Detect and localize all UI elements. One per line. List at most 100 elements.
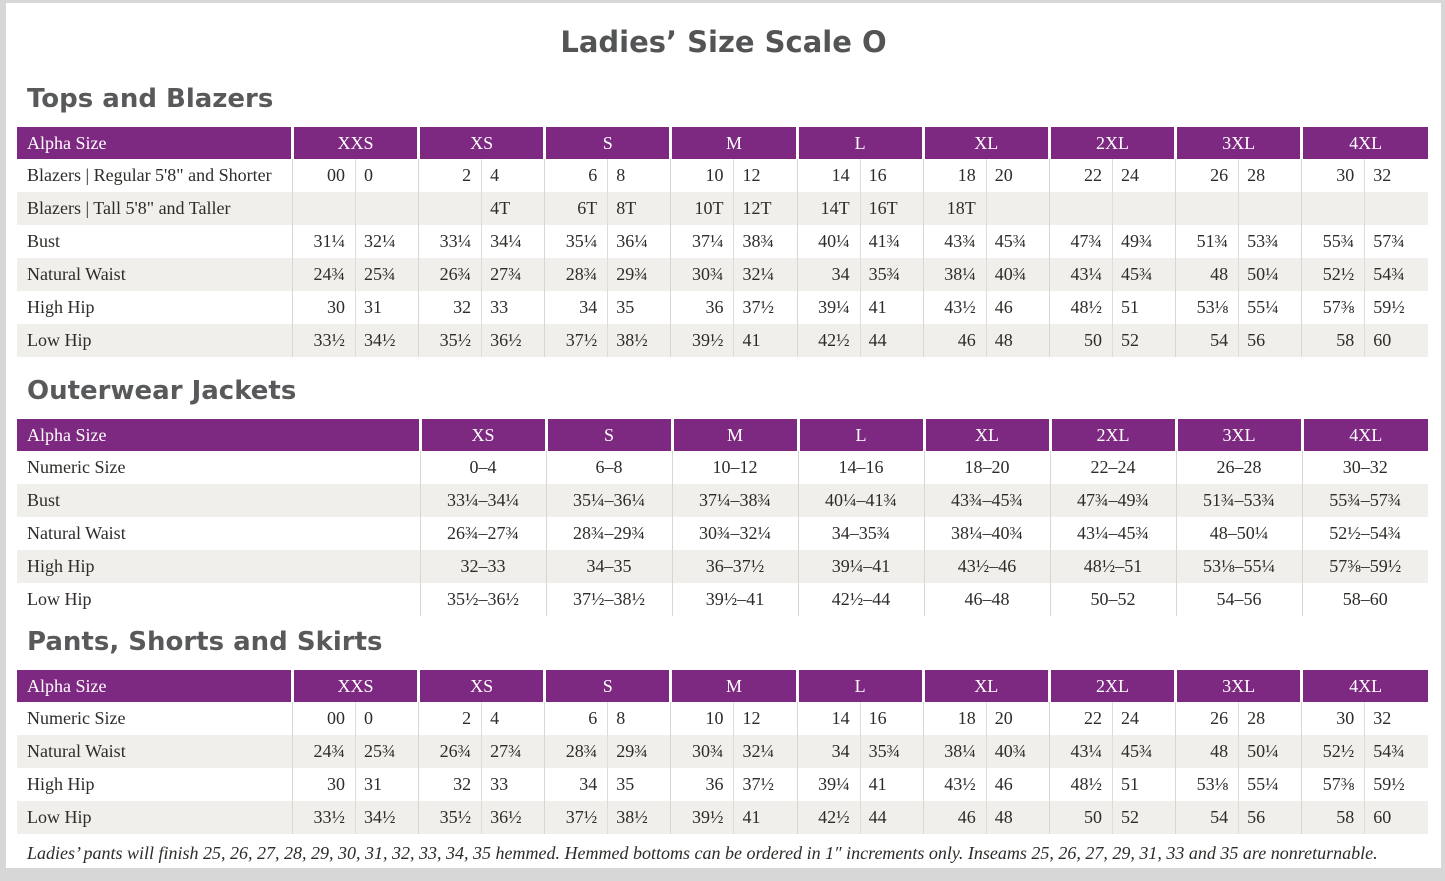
size-value-cell: 32¼ (733, 735, 798, 768)
size-value-cell: 54 (1175, 324, 1239, 357)
size-value-cell: 30¾–32¼ (671, 517, 798, 550)
size-value-cell: 16 (859, 702, 924, 735)
alpha-size-header: Alpha Size (17, 670, 293, 702)
size-value-cell: 33¼–34¼ (419, 484, 546, 517)
size-value-cell: 53⅛ (1175, 768, 1239, 801)
size-value-cell: 37½–38½ (545, 583, 672, 616)
size-value-cell: 18–20 (923, 451, 1050, 484)
size-value-cell: 57⅜ (1301, 291, 1365, 324)
size-value-cell: 32–33 (419, 550, 546, 583)
size-value-cell: 34½ (354, 801, 419, 834)
size-value-cell: 43½ (922, 291, 987, 324)
size-value-cell: 38½ (607, 324, 671, 357)
size-value-cell: 30 (1301, 702, 1365, 735)
size-column-header: M (669, 670, 798, 702)
row-label: Low Hip (17, 324, 293, 357)
size-value-cell: 36½ (481, 324, 545, 357)
section-heading-outerwear-jackets: Outerwear Jackets (27, 376, 297, 406)
size-column-header: 4XL (1300, 670, 1428, 702)
size-value-cell: 39½ (670, 324, 734, 357)
size-value-cell: 18 (922, 702, 987, 735)
size-value-cell: 37¼–38¾ (671, 484, 798, 517)
size-value-cell: 2 (418, 702, 482, 735)
size-value-cell: 34 (544, 291, 608, 324)
table-row: Low Hip 33½ 34½ 35½ 36½ 37½ 38½ 39½ 41 42½ 44 46 48 5… (17, 801, 1428, 834)
size-value-cell: 53¾ (1238, 225, 1302, 258)
size-value-cell: 44 (859, 324, 924, 357)
table-row: Blazers | Tall 5'8" and Taller 4T 6T 8T 10T 1… (17, 192, 1428, 225)
row-label: Blazers | Regular 5'8" and Shorter (27, 165, 272, 185)
size-value-cell: 00 (291, 702, 356, 735)
size-value-cell: 58 (1301, 324, 1365, 357)
row-label: Numeric Size (27, 457, 126, 477)
size-value-cell: 22 (1048, 159, 1113, 192)
size-value-cell: 39½ (670, 801, 734, 834)
table-row: Natural Waist 24¾ 25¾ 26¾ 27¾ 28¾ 29¾ 30¾ 32¼ 34 3… (17, 735, 1428, 768)
size-value-cell: 47¾ (1048, 225, 1113, 258)
size-value-cell: 57¾ (1364, 225, 1428, 258)
size-value-cell: 24¾ (291, 258, 356, 291)
size-value-cell: 51 (1111, 291, 1176, 324)
size-value-cell: 52 (1111, 324, 1176, 357)
table-row: Numeric Size 0–4 6–8 10–12 14–16 18–20 22–24 26… (17, 451, 1428, 484)
size-value-cell: 52½ (1301, 258, 1365, 291)
size-value-cell: 39¼–41 (797, 550, 924, 583)
row-label: Natural Waist (17, 735, 293, 768)
size-value-cell: 38¼ (922, 258, 987, 291)
alpha-size-header: Alpha Size (17, 127, 293, 159)
table-row: High Hip 30 31 32 33 34 35 36 37½ 39¼ 41 43½ 46 48½ 51… (17, 768, 1428, 801)
size-value-cell: 46–48 (923, 583, 1050, 616)
size-value-cell: 30¾ (670, 258, 734, 291)
page-title: Ladies’ Size Scale O (560, 25, 887, 59)
size-value-cell: 34–35¾ (797, 517, 924, 550)
size-value-cell: 0 (354, 159, 419, 192)
size-column-header: XL (922, 419, 1050, 451)
row-label: Bust (27, 231, 61, 251)
size-value-cell: 12T (733, 192, 798, 225)
size-value-cell: 48 (985, 324, 1050, 357)
size-column-header: XXS (290, 127, 419, 159)
size-value-cell: 33½ (291, 801, 356, 834)
size-value-cell: 25¾ (354, 258, 419, 291)
size-value-cell: 37½ (733, 291, 798, 324)
table-row: Blazers | Regular 5'8" and Shorter 00 0 2 4 6… (17, 159, 1428, 192)
size-value-cell: 53⅛–55¼ (1175, 550, 1302, 583)
size-value-cell: 27¾ (481, 735, 545, 768)
size-value-cell: 28¾ (544, 735, 608, 768)
size-value-cell: 16T (859, 192, 924, 225)
size-value-cell: 55¾–57¾ (1301, 484, 1428, 517)
size-column-header: S (544, 419, 672, 451)
size-value-cell: 30 (291, 291, 356, 324)
size-column-header: XS (417, 127, 545, 159)
size-value-cell: 10T (670, 192, 734, 225)
size-column-header: 2XL (1047, 670, 1176, 702)
size-value-cell: 27¾ (481, 258, 545, 291)
size-column-header: S (543, 127, 671, 159)
size-value-cell: 26¾ (418, 258, 482, 291)
size-value-cell: 30¾ (670, 735, 734, 768)
size-value-cell: 56 (1238, 324, 1302, 357)
table-row: Natural Waist 26¾–27¾ 28¾–29¾ 30¾–32¼ 34–35¾… (17, 517, 1428, 550)
size-value-cell: 14–16 (797, 451, 924, 484)
size-value-cell: 32 (418, 768, 482, 801)
size-value-cell: 52 (1111, 801, 1176, 834)
size-value-cell: 0 (354, 702, 419, 735)
size-value-cell: 12 (733, 159, 798, 192)
table-row: Low Hip 33½ 34½ 35½ 36½ 37½ 38½ 39½ 41 42½ 44 46 48 5… (17, 324, 1428, 357)
row-label: High Hip (17, 550, 420, 583)
size-value-cell: 57⅜–59½ (1301, 550, 1428, 583)
size-value-cell: 28 (1238, 159, 1302, 192)
size-column-header: M (669, 127, 798, 159)
size-value-cell: 54 (1175, 801, 1239, 834)
row-label: Natural Waist (17, 258, 293, 291)
size-column-header: L (795, 127, 924, 159)
size-value-cell: 10 (670, 702, 734, 735)
size-value-cell: 8 (607, 702, 671, 735)
size-value-cell: 40¾ (985, 258, 1050, 291)
size-value-cell: 6 (544, 159, 608, 192)
size-value-cell: 60 (1364, 324, 1428, 357)
size-value-cell: 37½ (733, 768, 798, 801)
size-value-cell: 48½–51 (1049, 550, 1176, 583)
size-value-cell: 00 (291, 159, 356, 192)
size-value-cell: 33½ (291, 324, 356, 357)
